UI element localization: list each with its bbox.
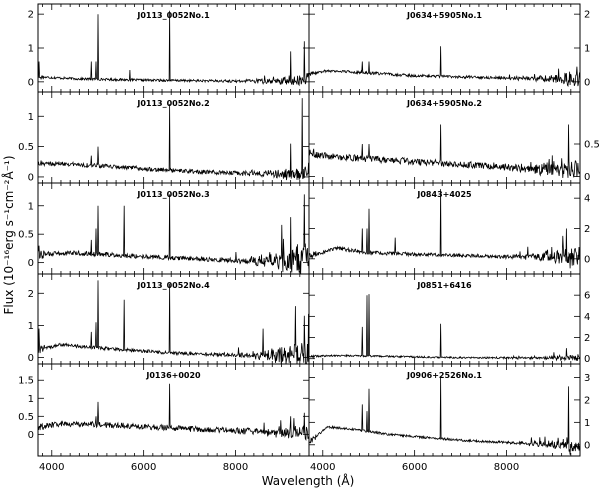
x-tick-label: 6000 [131, 462, 156, 473]
y-tick-label: 4 [584, 194, 590, 205]
y-tick-label: 0 [28, 172, 34, 183]
panel-label: J0113_0052No.2 [136, 99, 209, 108]
spectrum-panel: 0 2 4 J0843+4025 [308, 182, 590, 275]
x-axis-title: Wavelength (Å) [262, 473, 355, 488]
y-tick-label: 0 [584, 254, 590, 265]
y-tick-label: 1 [28, 321, 34, 332]
spectrum-panel: 0 0.5 1 1.5 J0136+0020 4000 6000 8000 [18, 363, 310, 473]
y-tick-label: 1 [28, 112, 34, 123]
y-tick-label: 4 [584, 312, 590, 323]
spectrum-line [38, 10, 309, 87]
spectrum-panel: 0 1 2 J0113_0052No.1 [28, 3, 310, 93]
y-tick-label: 1 [28, 394, 34, 405]
spectrum-panel: 0 0.5 1 J0113_0052No.3 [18, 182, 310, 275]
y-tick-label: 0 [584, 77, 590, 88]
panel-label: J0113_0052No.4 [136, 281, 210, 290]
panel-label: J0634+5905No.1 [406, 11, 482, 20]
spectrum-line [309, 124, 580, 179]
panel-label: J0113_0052No.1 [136, 11, 210, 20]
y-tick-label: 0.5 [584, 140, 600, 151]
y-tick-label: 2 [28, 289, 34, 300]
y-tick-label: 0 [28, 258, 34, 269]
panel-label: J0851+6416 [416, 281, 472, 290]
spectrum-panel: 0 0.5 J0634+5905No.2 [308, 91, 600, 184]
spectrum-panel: 0 1 2 J0634+5905No.1 [308, 3, 590, 93]
x-tick-label: 8000 [494, 462, 519, 473]
y-tick-label: 0 [28, 430, 34, 441]
y-tick-label: 0 [584, 440, 590, 451]
panel-label: J0906+2526No.1 [406, 371, 482, 380]
y-tick-label: 6 [584, 291, 590, 302]
y-tick-label: 1 [584, 44, 590, 55]
y-tick-label: 2 [584, 395, 590, 406]
spectrum-line [309, 294, 580, 362]
x-tick-label: 8000 [223, 462, 248, 473]
y-tick-label: 1.5 [18, 376, 34, 387]
panel-frame [308, 363, 581, 457]
spectrum-line [309, 189, 580, 269]
y-tick-label: 2 [584, 10, 590, 21]
panel-label: J0634+5905No.2 [406, 99, 482, 108]
y-tick-label: 0 [28, 353, 34, 364]
spectrum-line [38, 194, 309, 274]
spectrum-panel: 0 2 4 6 J0851+6416 [308, 273, 590, 365]
y-tick-label: 0 [584, 172, 590, 183]
y-tick-label: 3 [584, 373, 590, 384]
spectrum-line [38, 383, 309, 441]
panel-label: J0843+4025 [416, 190, 472, 199]
x-tick-label: 6000 [402, 462, 427, 473]
y-tick-label: 0 [584, 354, 590, 365]
spectrum-line [38, 98, 309, 181]
y-tick-label: 1 [28, 201, 34, 212]
y-tick-label: 2 [28, 10, 34, 21]
spectrum-panel: 0 1 2 3 J0906+2526No.1 4000 6000 8000 [308, 363, 590, 473]
spectrum-panel: 0 0.5 1 J0113_0052No.2 [18, 91, 310, 184]
panel-label: J0136+0020 [145, 371, 201, 380]
y-axis-title: Flux (10⁻¹⁶erg s⁻¹cm⁻²Å⁻¹) [1, 155, 16, 314]
spectrum-panel: 0 1 2 J0113_0052No.4 [28, 273, 310, 365]
spectrum-line [38, 280, 309, 364]
y-tick-label: 0.5 [18, 142, 34, 153]
y-tick-label: 2 [584, 333, 590, 344]
x-tick-label: 4000 [310, 462, 335, 473]
panel-label: J0113_0052No.3 [136, 190, 209, 199]
x-tick-label: 4000 [39, 462, 64, 473]
spectrum-line [309, 46, 580, 88]
y-tick-label: 0 [28, 77, 34, 88]
y-tick-label: 2 [584, 224, 590, 235]
y-tick-label: 1 [28, 44, 34, 55]
spectrum-line [309, 377, 580, 455]
y-tick-label: 0.5 [18, 230, 34, 241]
y-tick-label: 1 [584, 418, 590, 429]
y-tick-label: 0.5 [18, 412, 34, 423]
